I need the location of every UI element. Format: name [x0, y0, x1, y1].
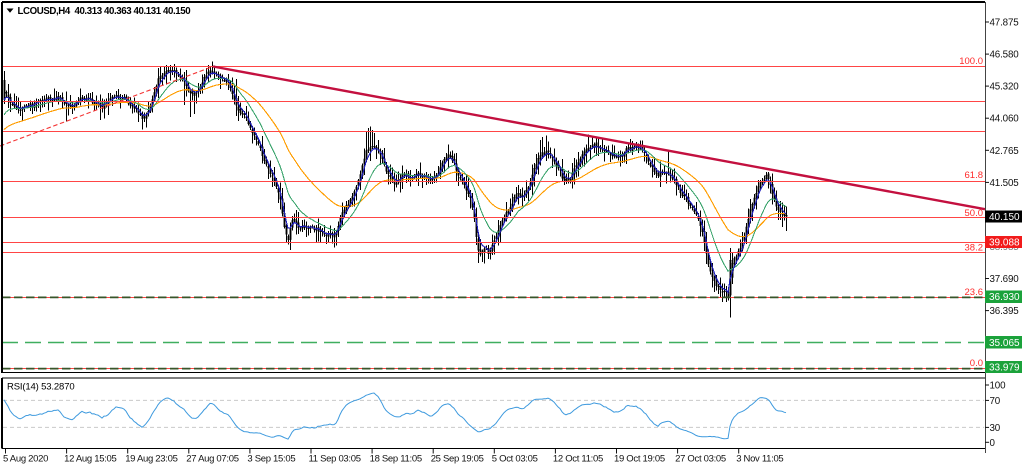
svg-text:46.580: 46.580 [990, 50, 1020, 61]
svg-text:36.395: 36.395 [990, 306, 1020, 317]
svg-text:12 Oct 11:05: 12 Oct 11:05 [553, 454, 603, 465]
svg-text:11 Sep 03:05: 11 Sep 03:05 [309, 454, 361, 465]
svg-text:5 Aug 2020: 5 Aug 2020 [3, 454, 48, 465]
svg-text:50.0: 50.0 [965, 208, 984, 219]
svg-text:61.8: 61.8 [965, 170, 984, 181]
svg-text:27 Oct 03:05: 27 Oct 03:05 [675, 454, 726, 465]
svg-text:45.320: 45.320 [990, 82, 1020, 93]
svg-text:37.690: 37.690 [990, 274, 1020, 285]
svg-text:0: 0 [990, 438, 996, 449]
svg-text:44.060: 44.060 [990, 114, 1020, 125]
svg-text:39.088: 39.088 [989, 238, 1020, 249]
svg-text:36.930: 36.930 [989, 292, 1020, 303]
svg-text:38.2: 38.2 [965, 242, 984, 253]
svg-text:42.765: 42.765 [990, 146, 1020, 157]
svg-text:18 Sep 11:05: 18 Sep 11:05 [370, 454, 422, 465]
svg-text:23.6: 23.6 [965, 287, 984, 298]
svg-text:40.150: 40.150 [989, 212, 1020, 223]
svg-text:25 Sep 19:05: 25 Sep 19:05 [431, 454, 484, 465]
svg-text:47.875: 47.875 [990, 18, 1020, 29]
svg-text:LCOUSD,H4 40.313 40.363 40.13: LCOUSD,H4 40.313 40.363 40.131 40.150 [18, 6, 191, 17]
svg-text:RSI(14) 53.2870: RSI(14) 53.2870 [7, 382, 74, 393]
svg-text:3 Nov 11:05: 3 Nov 11:05 [736, 454, 783, 465]
svg-text:0.0: 0.0 [970, 358, 983, 369]
svg-text:27 Aug 07:05: 27 Aug 07:05 [186, 454, 238, 465]
svg-text:19 Aug 23:05: 19 Aug 23:05 [125, 454, 177, 465]
svg-text:3 Sep 15:05: 3 Sep 15:05 [247, 454, 295, 465]
svg-text:70: 70 [990, 396, 1001, 407]
svg-text:100: 100 [990, 381, 1007, 392]
svg-text:5 Oct 03:05: 5 Oct 03:05 [492, 454, 538, 465]
svg-text:19 Oct 19:05: 19 Oct 19:05 [614, 454, 665, 465]
svg-text:35.065: 35.065 [989, 338, 1020, 349]
svg-text:12 Aug 15:05: 12 Aug 15:05 [64, 454, 116, 465]
svg-text:41.505: 41.505 [990, 178, 1020, 189]
svg-text:30: 30 [990, 423, 1001, 434]
svg-text:33.979: 33.979 [989, 363, 1020, 374]
svg-text:100.0: 100.0 [959, 56, 983, 67]
